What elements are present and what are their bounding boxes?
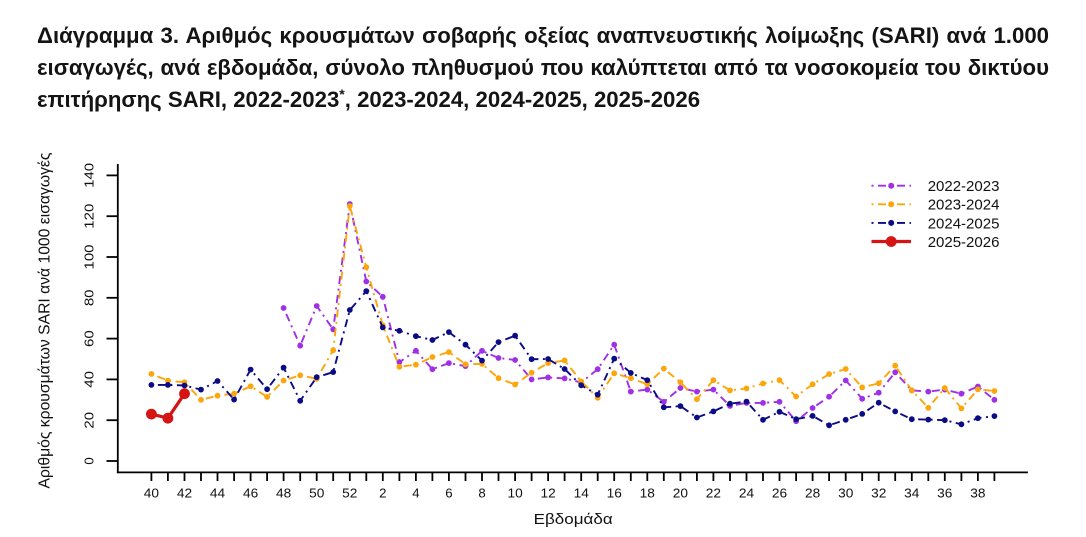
svg-text:16: 16 xyxy=(607,485,622,500)
svg-text:24: 24 xyxy=(739,485,754,500)
svg-text:10: 10 xyxy=(508,485,523,500)
svg-text:60: 60 xyxy=(81,330,96,347)
svg-text:32: 32 xyxy=(871,485,886,500)
svg-text:4: 4 xyxy=(412,485,419,500)
svg-text:Αριθμός κρουσμάτων SARI ανά 10: Αριθμός κρουσμάτων SARI ανά 1000 εισαγωγ… xyxy=(37,153,54,489)
svg-text:6: 6 xyxy=(445,485,452,500)
svg-text:140: 140 xyxy=(81,163,96,188)
svg-text:22: 22 xyxy=(706,485,721,500)
svg-text:0: 0 xyxy=(81,457,96,464)
svg-text:52: 52 xyxy=(342,485,357,500)
svg-text:50: 50 xyxy=(309,485,324,500)
svg-text:8: 8 xyxy=(478,485,485,500)
svg-text:34: 34 xyxy=(904,485,919,500)
svg-text:Εβδομάδα: Εβδομάδα xyxy=(534,511,613,528)
svg-text:30: 30 xyxy=(838,485,853,500)
svg-text:2024-2025: 2024-2025 xyxy=(928,215,1000,232)
svg-text:36: 36 xyxy=(937,485,952,500)
svg-text:42: 42 xyxy=(177,485,192,500)
svg-text:40: 40 xyxy=(144,485,159,500)
svg-text:44: 44 xyxy=(210,485,225,500)
svg-text:38: 38 xyxy=(970,485,985,500)
svg-text:100: 100 xyxy=(81,245,96,270)
svg-text:2: 2 xyxy=(379,485,386,500)
svg-text:20: 20 xyxy=(673,485,688,500)
svg-text:14: 14 xyxy=(574,485,589,500)
svg-text:120: 120 xyxy=(81,204,96,229)
svg-text:48: 48 xyxy=(276,485,291,500)
svg-text:12: 12 xyxy=(541,485,556,500)
svg-text:46: 46 xyxy=(243,485,258,500)
svg-text:2023-2024: 2023-2024 xyxy=(928,197,1000,214)
svg-text:26: 26 xyxy=(772,485,787,500)
svg-text:40: 40 xyxy=(81,371,96,388)
svg-text:28: 28 xyxy=(805,485,820,500)
svg-text:2022-2023: 2022-2023 xyxy=(928,178,1000,195)
svg-text:18: 18 xyxy=(640,485,655,500)
svg-text:20: 20 xyxy=(81,412,96,429)
svg-text:2025-2026: 2025-2026 xyxy=(928,234,1000,251)
svg-text:80: 80 xyxy=(81,289,96,306)
